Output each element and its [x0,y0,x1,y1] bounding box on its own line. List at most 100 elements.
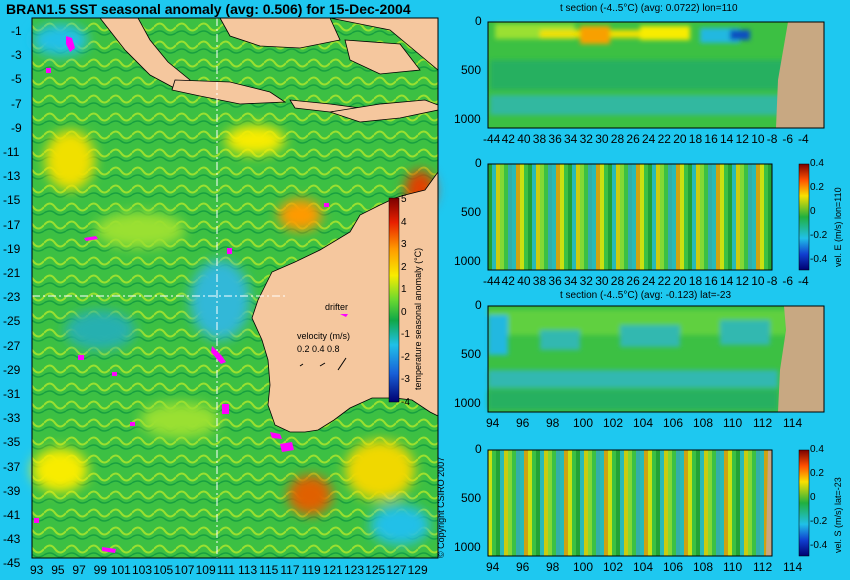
map-x-tick-label: 129 [407,563,428,577]
velocity-stripe [684,164,688,270]
velocity-stripe [612,450,616,556]
velocity-colorbar-tick: 0.2 [810,468,824,479]
velocity-legend-arrows [299,357,347,371]
velocity-stripe [496,450,500,556]
panel-y-tick-label: 0 [475,156,482,170]
map-x-tick-label: 123 [344,563,365,577]
velocity-colorbar-tick: 0 [810,206,816,217]
temperature-colorbar-tick: 3 [401,239,407,250]
velocity-stripe [628,450,632,556]
velocity-stripe [592,450,596,556]
panel-x-tick-label: 102 [603,416,624,430]
temperature-colorbar-tick: 4 [401,216,407,228]
panel-title: t section (-4..5°C) (avg: 0.0722) lon=11… [560,3,738,14]
temperature-colorbar-tick: 5 [401,194,407,205]
map-y-tick-label: -7 [11,96,22,111]
panel-y-tick-label: 500 [461,63,482,77]
map-y-tick-label: -21 [3,266,21,280]
velocity-stripe [524,450,528,556]
velocity-colorbar-tick: -0.2 [810,230,828,241]
panel-x-tick-label: 94 [486,560,500,574]
velocity-stripe [532,450,536,556]
velocity-stripe [628,164,632,270]
drifter-track [46,68,51,73]
velocity-stripe [520,164,524,270]
velocity-stripe [652,164,656,270]
map-y-tick-label: -5 [11,72,22,87]
velocity-stripe [576,450,580,556]
panel-x-tick-label: 30 [595,274,609,288]
panel-x-tick-label: -6 [782,132,794,146]
panel-x-tick-label: 36 [548,132,562,146]
velocity-stripe [720,450,724,556]
map-y-tick-label: -15 [3,193,21,208]
temperature-colorbar-tick: -1 [401,329,410,340]
velocity-stripe [500,164,504,270]
velocity-stripe [488,164,492,270]
drifter-track [227,248,232,254]
vel-s-colorbar [798,449,810,557]
velocity-stripe [764,450,768,556]
velocity-stripe [596,164,600,270]
map-y-tick-label: -9 [11,120,22,135]
panel-x-tick-label: 12 [735,274,749,288]
panel-x-tick-label: 96 [516,560,530,574]
velocity-stripe [504,164,508,270]
panel-x-tick-label: 32 [579,132,593,146]
vel-e-colorbar [798,163,810,271]
velocity-stripe [536,164,540,270]
velocity-colorbar-tick: -0.4 [810,540,828,551]
velocity-stripe [748,164,752,270]
velocity-stripe [512,164,516,270]
panel-x-tick-label: 110 [723,560,743,574]
velocity-colorbar-label: vel. E (m/s) lon=110 [833,187,843,267]
velocity-stripe [592,164,596,270]
velocity-stripe [504,450,508,556]
panel-x-tick-label: 12 [735,132,749,146]
map-x-tick-label: 107 [174,563,195,577]
drifter-label: drifter [325,302,349,312]
velocity-stripe [508,164,512,270]
velocity-stripe [548,164,552,270]
velocity-stripe [632,164,636,270]
velocity-stripe [644,450,648,556]
panel-x-tick-label: 30 [595,132,609,146]
velocity-stripe [588,450,592,556]
panel-vel-e [487,163,810,271]
velocity-stripe [688,164,692,270]
velocity-stripe [744,450,748,556]
velocity-stripe [748,450,752,556]
velocity-stripe [740,450,744,556]
panel-x-tick-label: 14 [720,132,734,146]
panel-x-tick-label: -44 [483,274,501,288]
velocity-stripe [704,164,708,270]
velocity-stripe [660,164,664,270]
velocity-stripe [724,164,728,270]
velocity-stripe [544,450,548,556]
velocity-stripe [544,164,548,270]
panel-vel-s [487,449,810,557]
velocity-colorbar-tick: -0.4 [810,254,828,265]
panel-x-tick-label: 24 [642,274,656,288]
velocity-stripe [676,450,680,556]
velocity-legend-label: velocity (m/s) [297,331,351,341]
velocity-stripe [488,450,492,556]
drifter-track [324,203,329,207]
velocity-stripe [688,450,692,556]
panel-x-tick-label: 36 [548,274,562,288]
velocity-stripe [728,164,732,270]
panel-x-tick-label: 94 [486,416,500,430]
velocity-stripe [684,450,688,556]
panel-t-lat [487,305,825,413]
panel-x-tick-label: 40 [517,274,531,288]
velocity-stripe [672,450,676,556]
map-y-tick-label: -37 [3,459,21,474]
map-y-tick-label: -1 [11,24,22,38]
panel-x-tick-label: 26 [626,274,640,288]
panel-x-tick-label: 100 [573,560,594,574]
panel-x-tick-label: 114 [783,560,803,574]
velocity-stripe [644,164,648,270]
velocity-stripe [512,450,516,556]
panel-x-tick-label: 10 [751,274,765,288]
panel-y-tick-label: 0 [475,298,482,312]
